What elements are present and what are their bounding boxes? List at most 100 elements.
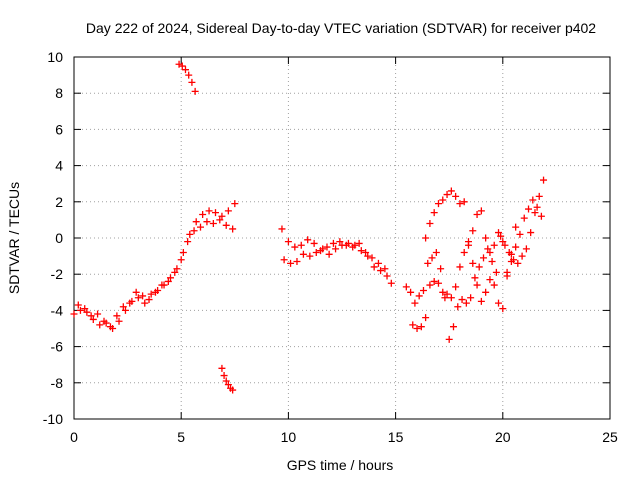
data-point <box>119 303 127 311</box>
series-segment-9 <box>422 187 520 305</box>
data-point <box>220 372 228 380</box>
data-point <box>490 241 498 249</box>
data-point <box>449 323 457 331</box>
data-point <box>460 248 468 256</box>
grid-lines <box>74 57 610 419</box>
axis-ticks <box>73 56 611 420</box>
data-point <box>441 294 449 302</box>
data-point <box>329 239 337 247</box>
data-point <box>480 254 488 262</box>
data-point <box>177 256 185 264</box>
x-tick-label: 10 <box>281 429 297 445</box>
data-point <box>362 248 370 256</box>
data-point <box>417 323 425 331</box>
data-point <box>192 218 200 226</box>
data-point <box>351 241 359 249</box>
data-point <box>184 238 192 246</box>
data-point <box>145 296 153 304</box>
data-point <box>482 288 490 296</box>
data-point <box>383 272 391 280</box>
data-point <box>469 227 477 235</box>
data-point <box>121 306 129 314</box>
data-point <box>512 223 520 231</box>
data-point <box>278 225 286 233</box>
data-point <box>527 229 535 237</box>
data-point <box>370 263 378 271</box>
data-point <box>428 254 436 262</box>
data-point <box>488 258 496 266</box>
data-point <box>439 288 447 296</box>
data-point <box>280 256 288 264</box>
data-point <box>486 248 494 256</box>
data-point <box>218 212 226 220</box>
series-segment-8 <box>409 196 545 332</box>
data-point <box>106 323 114 331</box>
data-point <box>306 252 314 260</box>
data-point <box>499 305 507 313</box>
data-point <box>437 265 445 273</box>
data-point <box>368 254 376 262</box>
data-point <box>312 248 320 256</box>
data-point <box>499 238 507 246</box>
data-point <box>464 241 472 249</box>
data-point <box>96 321 104 329</box>
data-point <box>434 200 442 208</box>
data-point <box>507 258 515 266</box>
x-tick-label: 5 <box>177 429 185 445</box>
data-point <box>540 176 548 184</box>
data-point <box>424 259 432 267</box>
data-point <box>212 209 220 217</box>
data-point <box>415 292 423 300</box>
chart-title: Day 222 of 2024, Sidereal Day-to-day VTE… <box>86 20 596 36</box>
data-point <box>535 192 543 200</box>
data-point <box>100 317 108 325</box>
data-point <box>381 265 389 273</box>
data-point <box>336 238 344 246</box>
data-point <box>179 248 187 256</box>
data-point <box>229 386 237 394</box>
data-point <box>411 299 419 307</box>
y-axis-label: SDTVAR / TECUs <box>6 182 22 294</box>
data-point <box>222 377 230 385</box>
data-point <box>76 306 84 314</box>
y-tick-label: 10 <box>47 49 63 65</box>
data-point <box>471 274 479 282</box>
y-tick-label: -8 <box>51 375 64 391</box>
data-point <box>171 268 179 276</box>
data-point <box>486 276 494 284</box>
y-tick-label: 0 <box>55 230 63 246</box>
data-point <box>537 212 545 220</box>
data-point <box>413 325 421 332</box>
data-point <box>325 250 333 258</box>
y-tick-label: -6 <box>51 339 64 355</box>
y-axis-tick-labels: -10 -8 -6 -4 -2 0 2 4 6 8 10 <box>43 49 63 427</box>
data-point <box>190 227 198 235</box>
data-point <box>186 230 194 238</box>
data-point <box>482 234 490 242</box>
data-point <box>434 279 442 287</box>
data-point <box>445 335 453 343</box>
data-point <box>151 288 159 296</box>
data-point <box>387 279 395 287</box>
data-point <box>231 200 239 208</box>
data-point <box>529 196 537 204</box>
data-point <box>503 272 511 280</box>
data-point <box>512 243 520 251</box>
data-point <box>83 308 91 316</box>
data-point <box>284 238 292 246</box>
data-point <box>422 314 430 322</box>
data-point <box>355 239 363 247</box>
data-point <box>495 299 503 307</box>
data-point <box>338 241 346 249</box>
data-point <box>158 281 166 289</box>
data-point <box>462 299 470 307</box>
data-point <box>87 312 95 320</box>
series-segment-4 <box>218 364 237 394</box>
data-point <box>518 252 526 260</box>
series-segment-2 <box>74 216 237 331</box>
data-point <box>409 321 417 329</box>
data-point <box>344 239 352 247</box>
data-point <box>452 283 460 291</box>
data-point <box>490 281 498 289</box>
data-point <box>188 78 196 86</box>
